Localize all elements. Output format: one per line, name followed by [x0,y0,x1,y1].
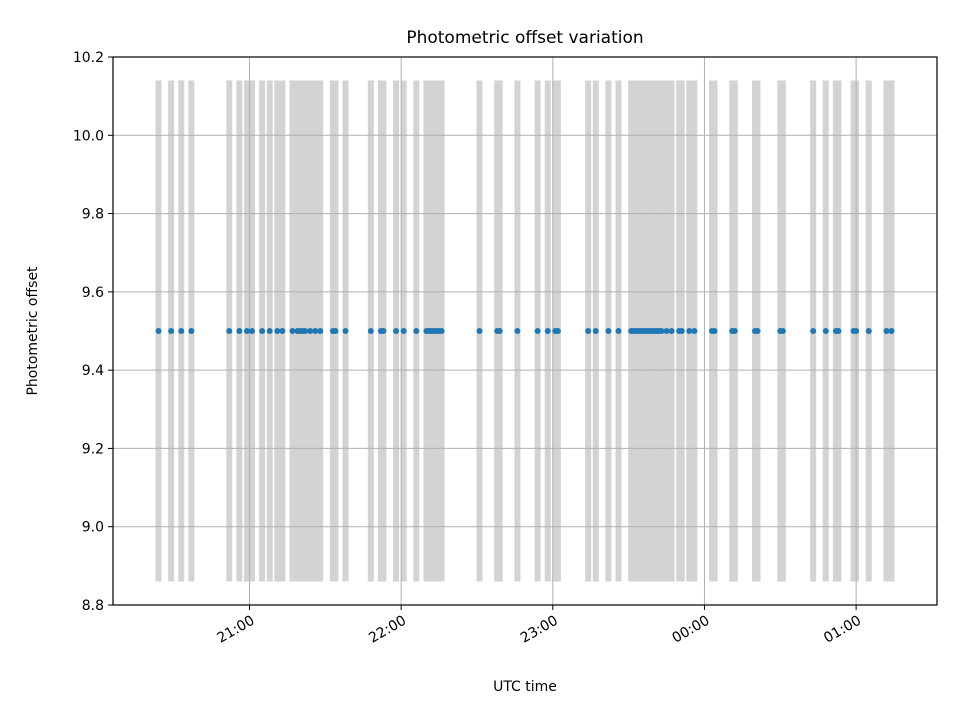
data-point [400,328,407,334]
data-point [312,328,319,334]
data-point [249,328,256,334]
data-point [342,328,349,334]
data-point [279,328,286,334]
data-point [835,328,842,334]
data-point [380,328,387,334]
data-point [754,328,761,334]
x-tick-label: 01:00 [821,613,864,647]
data-point [178,328,185,334]
data-point [686,328,693,334]
data-point [888,328,895,334]
chart-title: Photometric offset variation [406,28,643,48]
data-point [883,328,890,334]
data-point [865,328,872,334]
y-tick-label: 9.6 [82,285,104,301]
data-point [476,328,483,334]
data-point [332,328,339,334]
data-point [731,328,738,334]
x-axis-title: UTC time [493,679,557,695]
data-point [615,328,622,334]
data-point [259,328,266,334]
data-point [438,328,445,334]
plot-frame [112,56,938,606]
data-point [496,328,503,334]
data-point [168,328,175,334]
data-point [605,328,612,334]
data-point [307,328,314,334]
data-point [779,328,786,334]
data-points [155,328,895,334]
data-point [711,328,718,334]
y-tick-label: 9.0 [82,520,104,536]
y-tick-label: 10.0 [73,128,104,144]
data-point [544,328,551,334]
data-point [691,328,698,334]
data-point [155,328,162,334]
x-tick-label: 22:00 [366,613,409,647]
data-point [274,328,281,334]
data-point [413,328,420,334]
data-point [236,328,243,334]
data-point [592,328,599,334]
y-tick-label: 8.8 [82,598,104,614]
data-point [302,328,309,334]
data-point [367,328,374,334]
data-point [393,328,400,334]
data-point [678,328,685,334]
data-point [668,328,675,334]
x-tick-label: 23:00 [518,613,561,647]
x-axis-ticks: 21:00 22:00 23:00 00:00 01:00 [215,605,864,647]
data-point [266,328,273,334]
data-point [226,328,233,334]
x-tick-label: 00:00 [670,613,713,647]
data-point [810,328,817,334]
y-tick-label: 9.4 [82,363,104,379]
data-point [514,328,521,334]
data-point [289,328,296,334]
data-point [534,328,541,334]
data-point [853,328,860,334]
y-tick-label: 10.2 [73,50,104,66]
data-point [658,328,665,334]
y-axis-title: Photometric offset [25,266,41,396]
data-point [188,328,195,334]
y-tick-label: 9.8 [82,207,104,223]
data-point [317,328,324,334]
y-tick-label: 9.2 [82,441,104,457]
data-point [822,328,829,334]
data-point [554,328,561,334]
data-point [243,328,250,334]
data-point [663,328,670,334]
y-axis-ticks: 8.8 9.0 9.2 9.4 9.6 9.8 10.0 10.2 [73,50,113,614]
data-point [585,328,592,334]
x-tick-label: 21:00 [215,613,258,647]
